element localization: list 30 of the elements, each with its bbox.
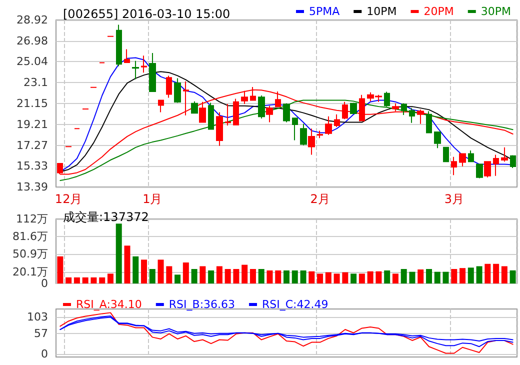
- legend-label: RSI_B:36.63: [168, 298, 236, 311]
- y-tick-label: 81.6万: [12, 230, 48, 244]
- legend-label: 30PM: [480, 5, 512, 18]
- y-tick-label: 57: [34, 326, 48, 340]
- y-tick-label: 21.15: [16, 97, 48, 110]
- x-tick-label: 1月: [142, 192, 162, 206]
- y-tick-label: 0: [41, 277, 48, 290]
- y-tick-label: 0: [41, 347, 48, 360]
- chart-title: 成交量:137372: [63, 210, 149, 224]
- y-tick-label: 23.1: [24, 76, 48, 90]
- x-tick-label: 2月: [310, 192, 330, 206]
- y-tick-label: 15.33: [16, 160, 48, 173]
- y-tick-label: 13.39: [16, 180, 48, 194]
- y-tick-label: 19.21: [16, 118, 48, 131]
- y-tick-label: 103: [27, 310, 48, 324]
- y-tick-label: 28.92: [16, 14, 48, 26]
- y-tick-label: 20.1万: [12, 265, 48, 278]
- x-tick-label: 12月: [54, 192, 82, 206]
- chart-title: [002655] 2016-03-10 15:00: [63, 7, 230, 21]
- legend-label: 20PM: [424, 5, 454, 18]
- legend-label: 10PM: [366, 5, 397, 18]
- y-tick-label: 26.98: [16, 34, 48, 48]
- y-tick-label: 112万: [16, 212, 48, 226]
- x-tick-label: 3月: [444, 192, 464, 206]
- y-tick-label: 17.27: [16, 138, 48, 152]
- y-tick-label: 25.04: [16, 55, 48, 68]
- y-tick-label: 50.9万: [12, 248, 48, 261]
- legend-label: 5PMA: [308, 5, 340, 18]
- legend-label: RSI_A:34.10: [76, 298, 142, 311]
- legend-label: RSI_C:42.49: [262, 298, 328, 311]
